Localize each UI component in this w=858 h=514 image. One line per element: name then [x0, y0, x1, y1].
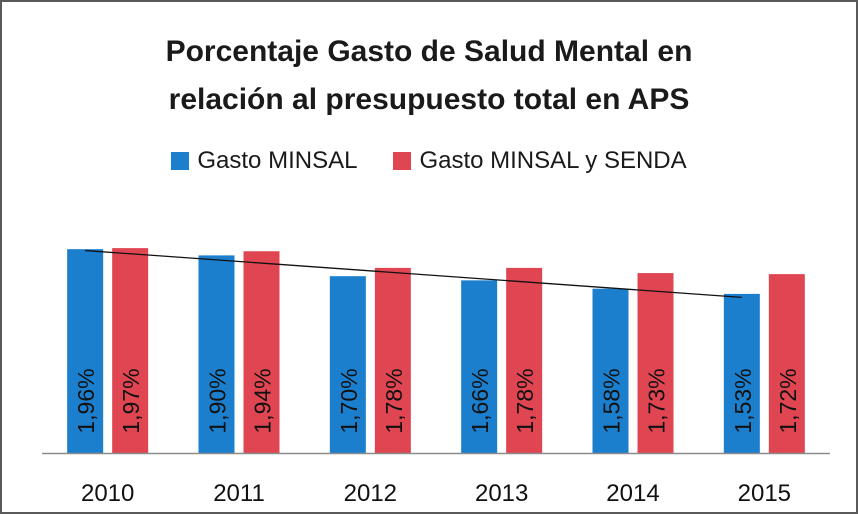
x-tick-label-2013: 2013: [475, 480, 528, 507]
legend-item-gasto-minsal-senda: Gasto MINSAL y SENDA: [393, 147, 687, 175]
data-label-gasto-minsal-2012: 1,70%: [336, 368, 362, 433]
bar-gasto-minsal-senda-2013: [506, 267, 543, 453]
data-label-gasto-minsal-senda-2013: 1,78%: [512, 368, 538, 433]
bar-gasto-minsal-senda-2014: [637, 273, 674, 453]
data-label-gasto-minsal-senda-2011: 1,94%: [250, 368, 276, 433]
data-label-gasto-minsal-2013: 1,66%: [467, 368, 493, 433]
x-tick-label-2011: 2011: [213, 480, 265, 507]
data-label-gasto-minsal-2015: 1,53%: [730, 368, 756, 433]
bar-gasto-minsal-2011: [198, 255, 235, 453]
chart-legend: Gasto MINSAL Gasto MINSAL y SENDA: [0, 147, 858, 175]
trendline-gasto-minsal: [85, 249, 742, 298]
data-label-gasto-minsal-senda-2010: 1,97%: [118, 368, 144, 433]
data-label-gasto-minsal-2010: 1,96%: [73, 368, 99, 433]
bar-gasto-minsal-senda-2012: [374, 267, 411, 453]
legend-item-gasto-minsal: Gasto MINSAL: [171, 147, 357, 175]
data-label-gasto-minsal-senda-2012: 1,78%: [381, 368, 407, 433]
x-tick-label-2012: 2012: [344, 480, 397, 507]
x-tick-label-2015: 2015: [738, 480, 791, 507]
data-label-gasto-minsal-senda-2015: 1,72%: [775, 368, 801, 433]
bar-gasto-minsal-2015: [723, 293, 760, 453]
chart-title: Porcentaje Gasto de Salud Mental en rela…: [0, 28, 858, 124]
legend-swatch-gasto-minsal: [171, 152, 190, 170]
bar-gasto-minsal-2012: [329, 276, 366, 453]
bar-gasto-minsal-senda-2011: [243, 251, 280, 453]
data-label-gasto-minsal-2014: 1,58%: [599, 368, 625, 433]
chart-title-line-1: Porcentaje Gasto de Salud Mental en: [165, 35, 693, 68]
legend-label-gasto-minsal: Gasto MINSAL: [197, 147, 358, 174]
data-label-gasto-minsal-2011: 1,90%: [205, 368, 231, 433]
legend-swatch-gasto-minsal-senda: [393, 152, 412, 170]
chart-title-line-2: relación al presupuesto total en APS: [168, 83, 690, 116]
bar-gasto-minsal-senda-2010: [112, 248, 149, 453]
bar-gasto-minsal-senda-2015: [768, 274, 805, 453]
bar-gasto-minsal-2013: [461, 280, 498, 453]
bar-gasto-minsal-2010: [67, 249, 104, 453]
x-tick-label-2010: 2010: [81, 480, 134, 507]
x-tick-label-2014: 2014: [606, 480, 659, 507]
legend-label-gasto-minsal-senda: Gasto MINSAL y SENDA: [419, 147, 687, 174]
data-label-gasto-minsal-senda-2014: 1,73%: [644, 368, 670, 433]
bar-gasto-minsal-2014: [592, 288, 629, 453]
